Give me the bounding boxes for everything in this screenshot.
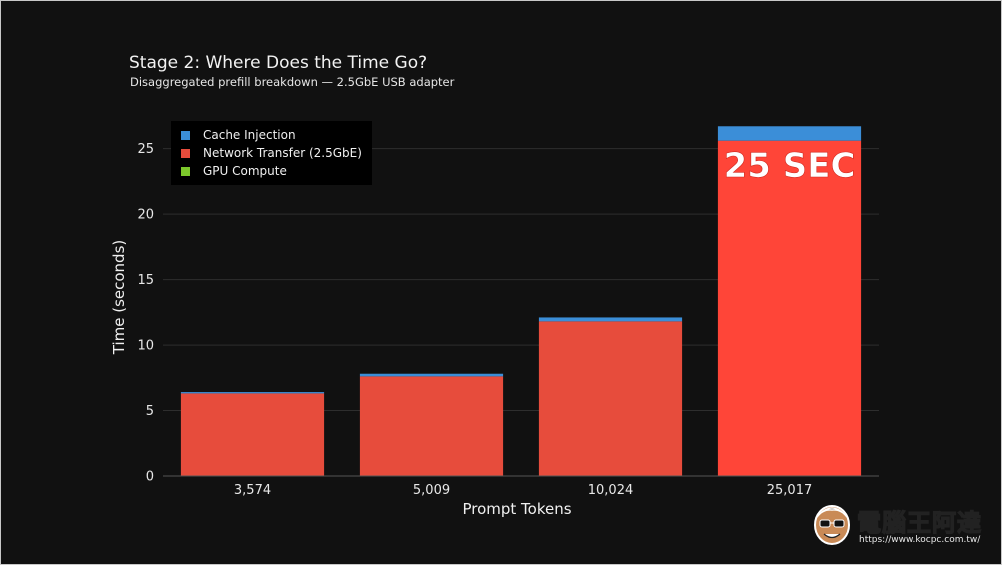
y-tick-label: 20 [137,208,154,223]
legend-item-network-transfer[interactable]: Network Transfer (2.5GbE) [181,145,362,161]
legend-item-cache-injection[interactable]: Cache Injection [181,127,296,143]
bar-segment [538,317,683,322]
axes: 0 5 10 15 20 25 3,574 5,009 10,024 25,017 Prompt T… [110,142,879,518]
legend-label: Network Transfer (2.5GbE) [203,146,362,160]
mascot-face-icon [814,505,850,545]
bar-segment [359,376,504,476]
legend-item-gpu-compute[interactable]: GPU Compute [181,163,287,179]
y-tick-label: 25 [137,142,154,157]
x-tick-label: 5,009 [413,483,450,498]
bar-segment [180,393,325,476]
y-tick-label: 10 [137,339,154,354]
y-tick-label: 0 [146,470,154,485]
chart-subtitle: Disaggregated prefill breakdown — 2.5GbE… [130,75,455,89]
legend: Cache Injection Network Transfer (2.5GbE… [171,121,372,185]
x-axis-title: Prompt Tokens [462,500,571,518]
x-tick-label: 10,024 [588,483,634,498]
bar-segment [359,373,504,377]
x-tick-label: 25,017 [767,483,813,498]
legend-swatch [181,148,190,158]
y-tick-label: 5 [146,404,154,419]
bar-segment [538,321,683,476]
bar-segment [717,126,862,141]
legend-label: GPU Compute [203,164,287,178]
chart-title: Stage 2: Where Does the Time Go? [129,53,428,73]
bar-annotation: 25 SEC [724,146,856,186]
legend-label: Cache Injection [203,128,296,142]
legend-swatch [181,166,190,176]
annotations: 25 SEC [723,146,856,187]
watermark-brand: 電腦王阿達 [856,508,982,537]
x-tick-label: 3,574 [234,483,271,498]
y-tick-label: 15 [137,273,154,288]
watermark-url: https://www.kocpc.com.tw/ [859,535,981,545]
y-axis-title: Time (seconds) [110,240,128,356]
bars [180,126,862,476]
bar-segment [717,140,862,476]
watermark: 電腦王阿達 https://www.kocpc.com.tw/ [811,501,991,551]
bar-segment [180,392,325,394]
legend-swatch [181,130,190,140]
